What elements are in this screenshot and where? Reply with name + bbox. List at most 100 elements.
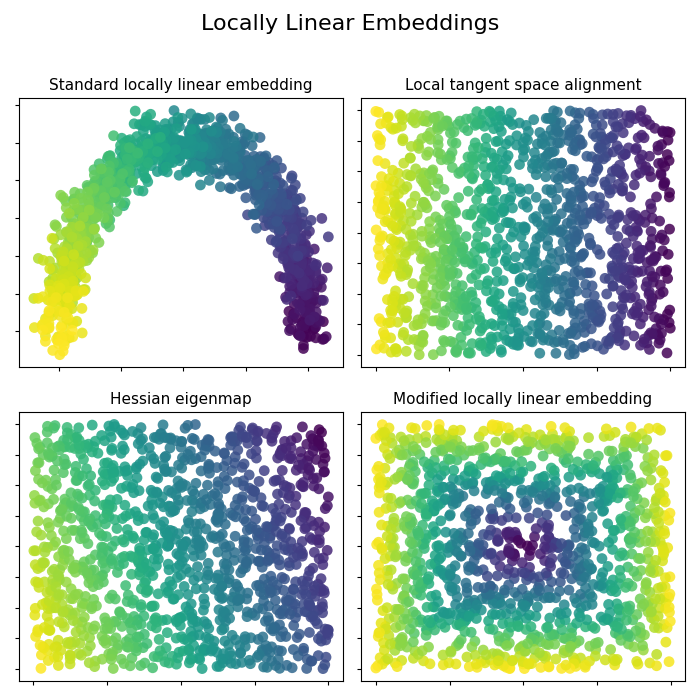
- Point: [43, 449, 55, 461]
- Point: [392, 638, 403, 650]
- Point: [281, 594, 292, 606]
- Point: [414, 617, 426, 628]
- Point: [39, 557, 50, 568]
- Point: [141, 587, 152, 598]
- Point: [598, 505, 609, 516]
- Point: [454, 237, 466, 248]
- Point: [193, 534, 204, 545]
- Point: [158, 432, 169, 443]
- Point: [192, 128, 203, 139]
- Point: [113, 639, 124, 650]
- Point: [452, 530, 463, 541]
- Point: [482, 570, 493, 582]
- Point: [476, 604, 487, 615]
- Point: [103, 500, 114, 511]
- Point: [183, 605, 195, 616]
- Point: [428, 113, 439, 124]
- Point: [387, 298, 398, 309]
- Point: [37, 291, 48, 302]
- Point: [518, 331, 529, 342]
- Point: [494, 597, 505, 608]
- Point: [272, 155, 283, 166]
- Point: [576, 250, 587, 261]
- Point: [224, 165, 235, 176]
- Point: [523, 126, 534, 137]
- Point: [612, 108, 624, 119]
- Point: [301, 220, 312, 231]
- Point: [302, 455, 313, 466]
- Point: [253, 533, 264, 545]
- Point: [398, 590, 409, 601]
- Point: [54, 349, 65, 360]
- Point: [438, 568, 449, 579]
- Point: [457, 241, 468, 253]
- Point: [286, 543, 297, 554]
- Point: [593, 637, 604, 648]
- Point: [181, 495, 193, 506]
- Point: [519, 497, 530, 508]
- Point: [556, 158, 568, 169]
- Point: [614, 550, 625, 561]
- Point: [554, 227, 566, 238]
- Point: [197, 130, 208, 141]
- Point: [501, 463, 512, 474]
- Point: [195, 166, 206, 177]
- Point: [564, 300, 575, 311]
- Point: [561, 543, 573, 554]
- Point: [419, 272, 430, 284]
- Point: [413, 139, 424, 150]
- Point: [284, 482, 295, 493]
- Point: [491, 304, 502, 315]
- Point: [416, 230, 428, 241]
- Point: [273, 202, 284, 214]
- Point: [72, 250, 83, 261]
- Point: [258, 204, 269, 216]
- Point: [618, 172, 629, 183]
- Point: [657, 125, 668, 136]
- Point: [300, 509, 311, 520]
- Point: [610, 655, 621, 666]
- Point: [298, 584, 309, 596]
- Point: [303, 305, 314, 316]
- Point: [150, 145, 162, 156]
- Point: [549, 638, 560, 650]
- Point: [613, 629, 624, 641]
- Point: [574, 513, 585, 524]
- Point: [267, 625, 279, 636]
- Point: [116, 621, 127, 632]
- Point: [76, 268, 87, 279]
- Point: [419, 456, 430, 468]
- Point: [61, 275, 72, 286]
- Point: [470, 604, 481, 615]
- Point: [71, 431, 83, 442]
- Point: [527, 431, 538, 442]
- Point: [574, 184, 585, 195]
- Point: [71, 316, 83, 327]
- Point: [263, 554, 274, 565]
- Point: [265, 647, 276, 658]
- Point: [645, 475, 657, 486]
- Point: [617, 118, 628, 130]
- Point: [386, 438, 398, 449]
- Point: [75, 222, 86, 233]
- Point: [489, 286, 500, 297]
- Point: [212, 491, 223, 502]
- Point: [654, 216, 665, 227]
- Point: [385, 233, 396, 244]
- Point: [152, 141, 163, 153]
- Point: [303, 598, 314, 609]
- Point: [400, 269, 412, 280]
- Point: [391, 222, 402, 233]
- Point: [314, 553, 325, 564]
- Point: [61, 577, 72, 588]
- Point: [479, 262, 490, 274]
- Point: [543, 300, 554, 311]
- Point: [417, 337, 428, 348]
- Point: [427, 495, 438, 506]
- Point: [468, 445, 479, 456]
- Point: [559, 615, 570, 626]
- Point: [533, 582, 544, 594]
- Point: [607, 266, 618, 277]
- Point: [508, 431, 519, 442]
- Point: [456, 340, 468, 351]
